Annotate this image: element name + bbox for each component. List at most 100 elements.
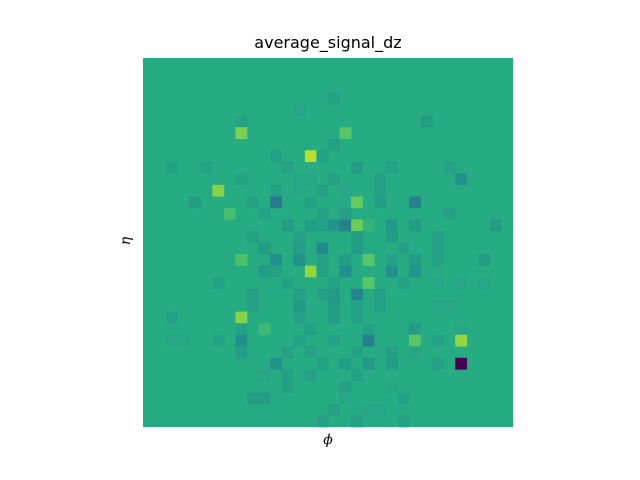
heatmap-cell (397, 392, 410, 405)
heatmap-cell (374, 196, 387, 209)
heatmap-cell (385, 357, 398, 370)
heatmap-cell (432, 230, 444, 243)
heatmap-cell (351, 311, 363, 324)
heatmap-cell (362, 334, 375, 347)
heatmap-cell (316, 254, 329, 266)
heatmap-cell (304, 369, 317, 382)
heatmap-cell (374, 184, 387, 197)
heatmap-cell (258, 369, 271, 382)
heatmap-cell (293, 184, 306, 197)
heatmap-cell (235, 323, 248, 336)
heatmap-cell (281, 161, 294, 174)
heatmap-cell (293, 104, 306, 116)
heatmap-cell (316, 161, 329, 174)
heatmap-cell (328, 403, 340, 416)
heatmap-cell (281, 277, 294, 289)
heatmap-cell (293, 242, 306, 255)
heatmap-cell (316, 242, 329, 255)
y-axis-label: η (118, 236, 134, 246)
heatmap-cell (316, 184, 329, 197)
heatmap-cell (293, 311, 306, 324)
heatmap-cell (166, 311, 178, 324)
heatmap-cell (339, 392, 352, 405)
heatmap-cell (316, 265, 329, 278)
heatmap-cell (408, 265, 421, 278)
heatmap-cell (385, 265, 398, 278)
heatmap-cell (212, 184, 225, 197)
heatmap-cell (293, 230, 306, 243)
heatmap-cell (351, 288, 363, 301)
heatmap-cell (478, 277, 491, 289)
heatmap-cell (443, 161, 456, 174)
heatmap-cell (316, 173, 329, 186)
heatmap-cell (432, 277, 444, 289)
heatmap-cell (385, 161, 398, 174)
heatmap-cell (293, 288, 306, 301)
heatmap-cell (258, 207, 271, 220)
heatmap-cell (223, 207, 236, 220)
heatmap-cell (293, 173, 306, 186)
heatmap-cell (328, 219, 340, 232)
heatmap-cell (351, 230, 363, 243)
heatmap-cell (397, 242, 410, 255)
heatmap-cell (339, 219, 352, 232)
heatmap-cell (270, 254, 283, 266)
heatmap-cell (304, 173, 317, 186)
heatmap-cell (351, 242, 363, 255)
heatmap-cell (374, 288, 387, 301)
chart-title: average_signal_dz (254, 33, 402, 52)
heatmap-cell (443, 207, 456, 220)
heatmap-cell (293, 300, 306, 312)
heatmap-cell (455, 334, 468, 347)
heatmap-cell (304, 150, 317, 163)
heatmap-cell (328, 334, 340, 347)
heatmap-cell (328, 92, 340, 105)
heatmap-cell (420, 115, 433, 128)
heatmap-cell (362, 357, 375, 370)
heatmap-cell (455, 323, 468, 336)
heatmap-cell (385, 219, 398, 232)
heatmap-cell (385, 254, 398, 266)
heatmap-cell (351, 415, 363, 428)
heatmap-cells (166, 92, 502, 428)
heatmap-cell (212, 277, 225, 289)
heatmap-cell (189, 196, 202, 209)
heatmap-cell (235, 173, 248, 186)
heatmap-cell (362, 254, 375, 266)
heatmap-cell (281, 219, 294, 232)
heatmap-cell (316, 288, 329, 301)
heatmap-cell (339, 207, 352, 220)
heatmap-cell (432, 254, 444, 266)
heatmap-cell (166, 161, 178, 174)
heatmap-cell (339, 184, 352, 197)
heatmap-cell (270, 265, 283, 278)
heatmap-cell (247, 288, 259, 301)
heatmap-cell (270, 196, 283, 209)
heatmap-cell (235, 346, 248, 359)
heatmap-cell (339, 127, 352, 140)
heatmap-cell (432, 300, 444, 312)
heatmap-cell (316, 415, 329, 428)
heatmap-cell (339, 380, 352, 393)
heatmap-cell (235, 334, 248, 347)
heatmap-cell (304, 196, 317, 209)
heatmap-cell (478, 254, 491, 266)
heatmap-cell (328, 288, 340, 301)
heatmap-cell (316, 207, 329, 220)
heatmap-cell (304, 323, 317, 336)
heatmap-cell (247, 392, 259, 405)
heatmap-cell (351, 161, 363, 174)
heatmap-cell (304, 265, 317, 278)
heatmap-cell (235, 127, 248, 140)
heatmap-cell (258, 265, 271, 278)
heatmap-cell (247, 230, 259, 243)
heatmap-cell (408, 219, 421, 232)
heatmap-cell (385, 380, 398, 393)
heatmap-cell (362, 323, 375, 336)
heatmap-cell (362, 403, 375, 416)
heatmap-cell (362, 219, 375, 232)
heatmap-cell (455, 277, 468, 289)
heatmap-cell (177, 334, 190, 347)
